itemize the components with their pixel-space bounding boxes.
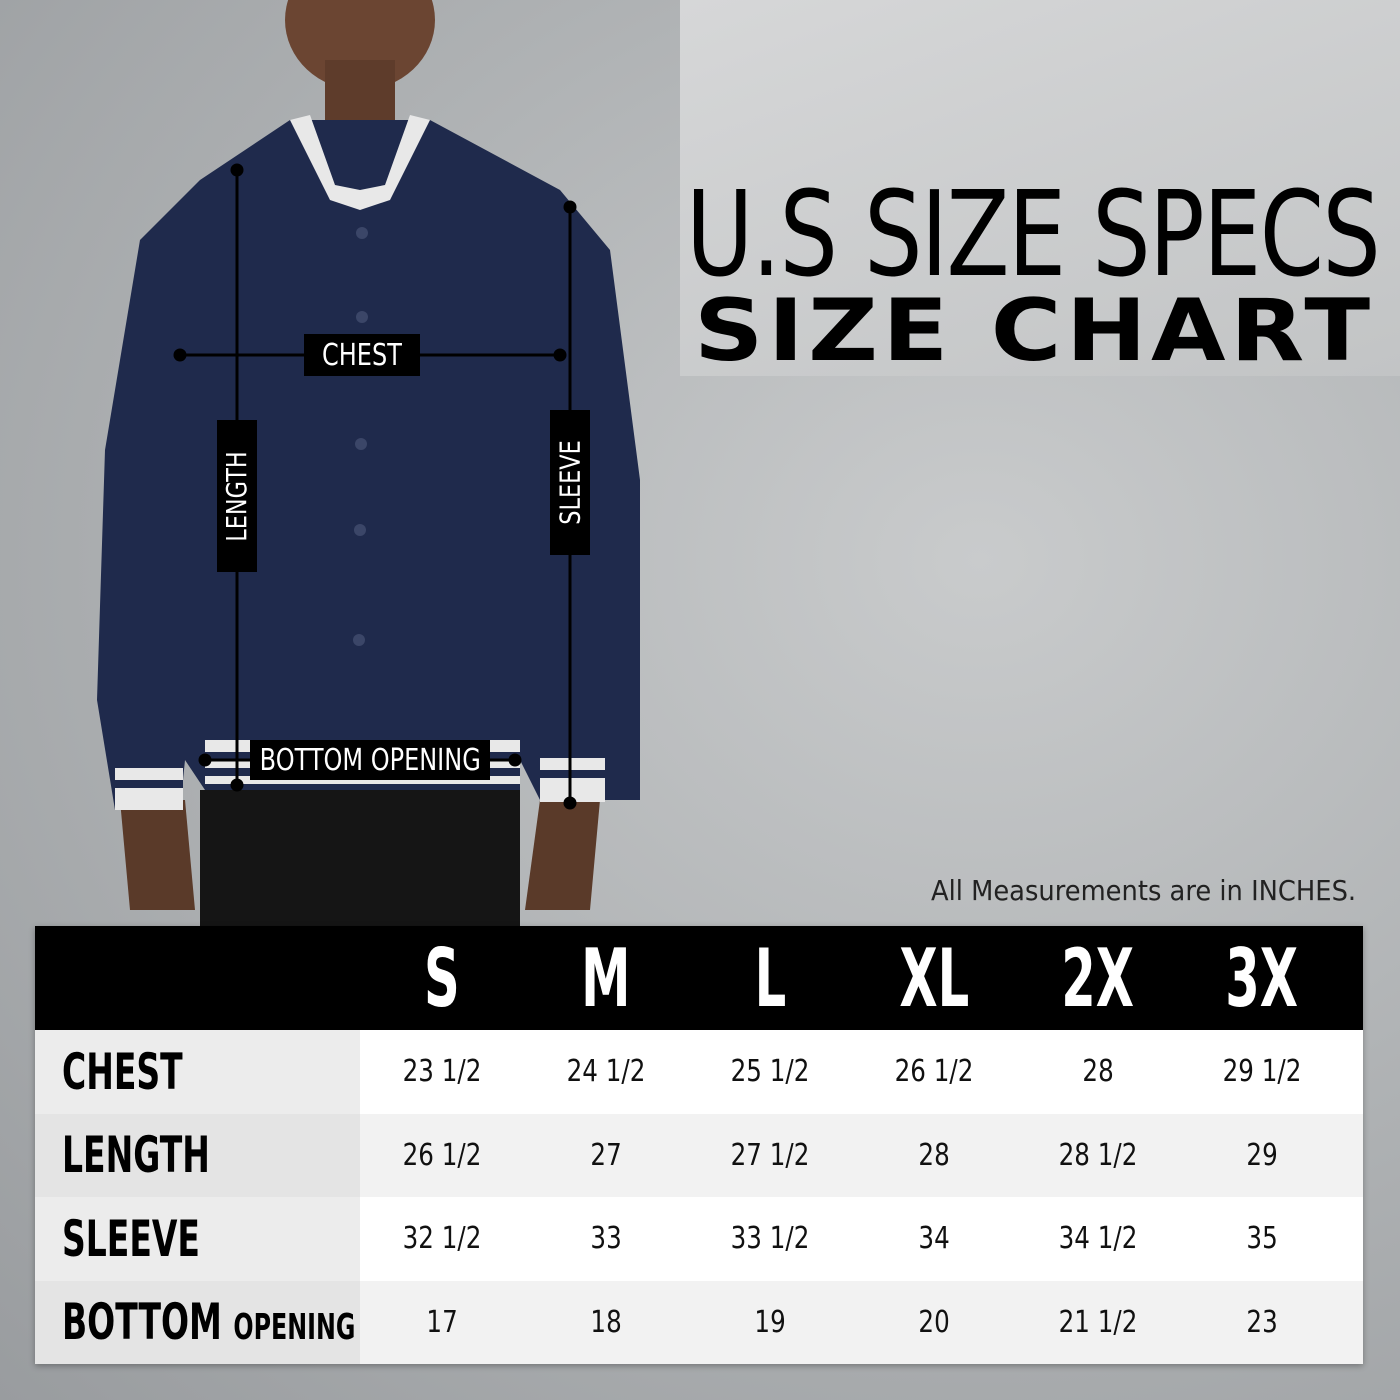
row-label: BOTTOM OPENING [35, 1280, 360, 1364]
title-us-size-specs: U.S SIZE SPECS [686, 165, 1381, 303]
right-cuff [540, 758, 605, 802]
size-header: 2X [1061, 931, 1135, 1025]
table-cell: 19 [754, 1304, 786, 1340]
size-header-row: S M L XL 2X 3X [35, 926, 1363, 1030]
jacket-model-image [97, 0, 640, 926]
table-cell: 28 [1082, 1054, 1114, 1090]
title-panel [680, 0, 1400, 376]
table-cell: 33 [590, 1221, 622, 1257]
table-cell: 18 [590, 1304, 622, 1340]
bottom-opening-label: BOTTOM OPENING [250, 740, 490, 780]
table-cell: 21 1/2 [1058, 1304, 1138, 1340]
table-cell: 28 1/2 [1058, 1137, 1138, 1173]
size-header: S [424, 931, 460, 1025]
left-hand [120, 800, 195, 910]
table-cell: 28 [918, 1137, 950, 1173]
size-header: M [581, 931, 631, 1025]
left-cuff [115, 768, 183, 810]
sleeve-label: SLEEVE [550, 410, 590, 555]
measurement-note: All Measurements are in INCHES. [930, 874, 1356, 907]
table-row: SLEEVE 32 1/2 33 33 1/2 34 34 1/2 35 [35, 1197, 1363, 1281]
model-head [285, 0, 435, 90]
table-cell: 33 1/2 [730, 1221, 810, 1257]
pants [200, 790, 520, 926]
length-label: LENGTH [217, 420, 257, 572]
table-row: CHEST 23 1/2 24 1/2 25 1/2 26 1/2 28 29 1/2 [35, 1030, 1363, 1114]
size-table: S M L XL 2X 3X CHEST 23 1/2 24 1/2 25 1/2 2… [35, 926, 1363, 1364]
collar-stripes [290, 115, 430, 210]
jacket-body [97, 120, 640, 810]
table-cell: 27 [590, 1137, 622, 1173]
size-header: 3X [1225, 931, 1299, 1025]
table-cell: 23 1/2 [402, 1054, 482, 1090]
table-cell: 35 [1246, 1221, 1278, 1257]
table-cell: 24 1/2 [566, 1054, 646, 1090]
table-cell: 26 1/2 [402, 1137, 482, 1173]
size-header: XL [899, 931, 969, 1025]
table-cell: 17 [426, 1304, 458, 1340]
table-cell: 26 1/2 [894, 1054, 974, 1090]
title-size-chart: SIZE CHART [694, 281, 1375, 381]
table-cell: 34 1/2 [1058, 1221, 1138, 1257]
model-neck [325, 60, 395, 130]
table-cell: 34 [918, 1221, 950, 1257]
table-cell: 32 1/2 [402, 1221, 482, 1257]
size-header: L [754, 931, 786, 1025]
table-cell: 27 1/2 [730, 1137, 810, 1173]
row-label: CHEST [35, 1030, 360, 1114]
table-cell: 25 1/2 [730, 1054, 810, 1090]
table-cell: 29 [1246, 1137, 1278, 1173]
row-label: LENGTH [35, 1113, 360, 1197]
table-row: LENGTH 26 1/2 27 27 1/2 28 28 1/2 29 [35, 1113, 1363, 1197]
right-hand [525, 800, 600, 910]
row-label: SLEEVE [35, 1197, 360, 1281]
chest-label: CHEST [304, 334, 420, 376]
table-cell: 20 [918, 1304, 950, 1340]
table-row: BOTTOM OPENING 17 18 19 20 21 1/2 23 [35, 1280, 1363, 1364]
table-cell: 29 1/2 [1222, 1054, 1302, 1090]
table-cell: 23 [1246, 1304, 1278, 1340]
